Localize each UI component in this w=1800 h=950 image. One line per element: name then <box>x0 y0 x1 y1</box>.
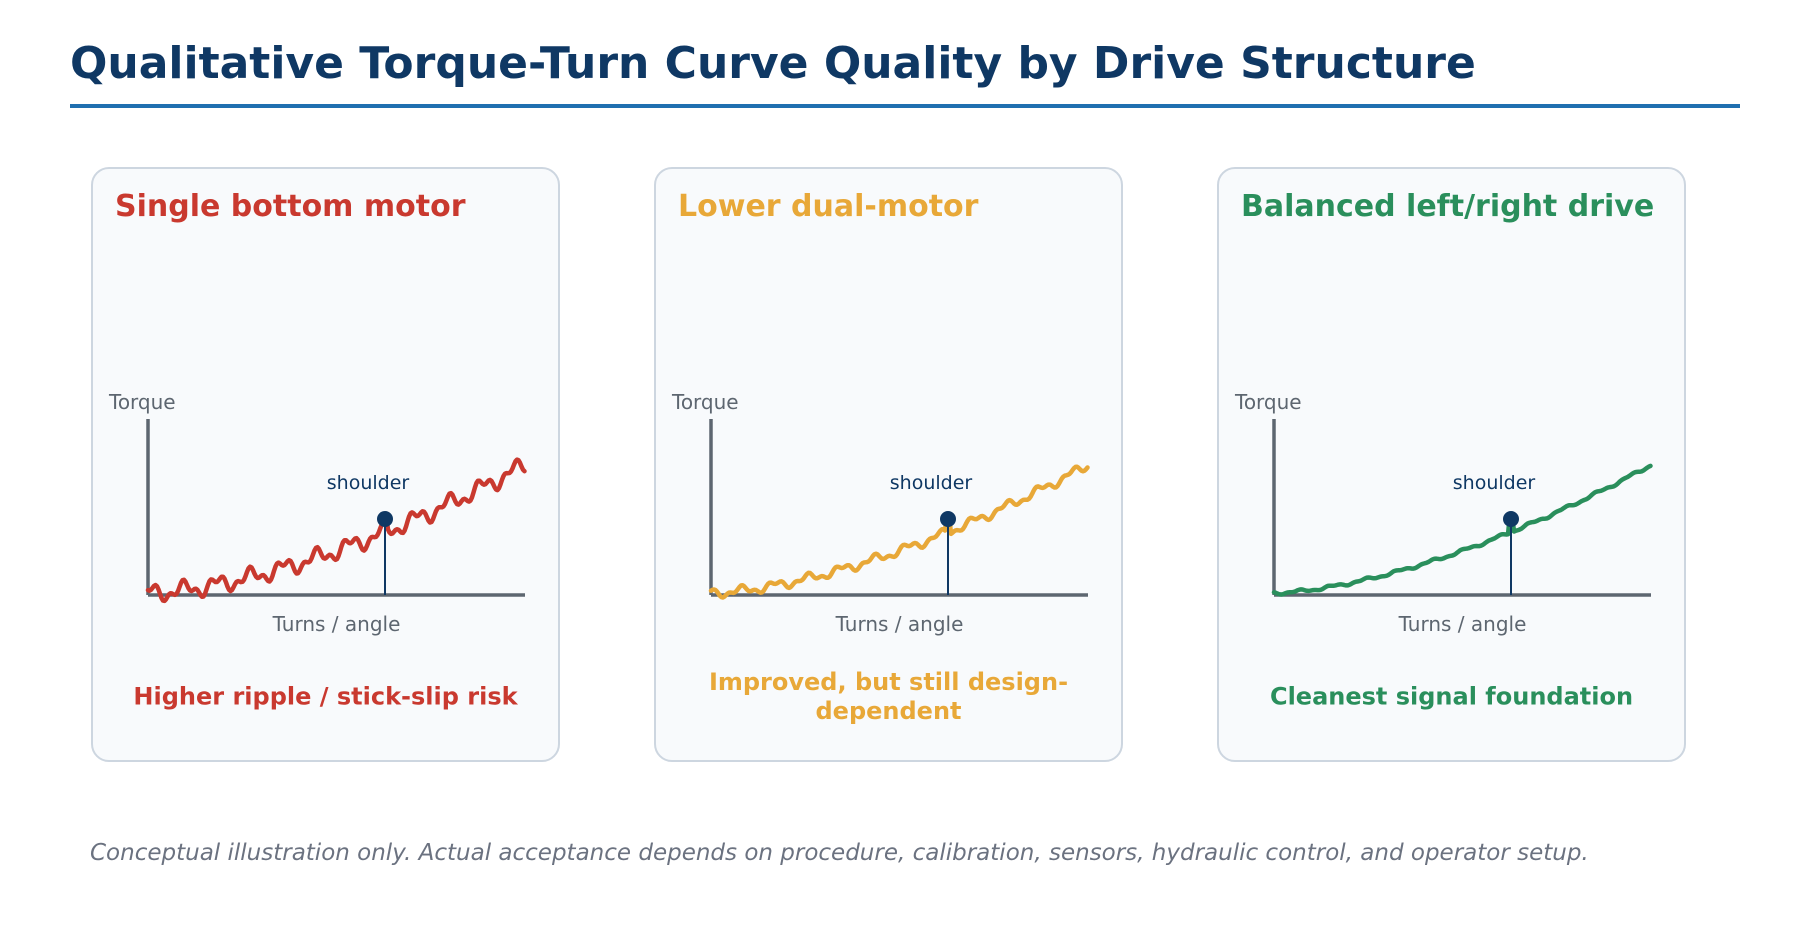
footnote: Conceptual illustration only. Actual acc… <box>90 840 1589 866</box>
torque-turn-plot: Torque Turns / angle shoulder <box>1234 390 1653 636</box>
panel-caption: Improved, but still design-dependent <box>708 668 1069 725</box>
shoulder-point <box>377 511 393 527</box>
torque-turn-plot: Torque Turns / angle shoulder <box>671 390 1090 636</box>
shoulder-point <box>1503 511 1519 527</box>
panel-caption: Cleanest signal foundation <box>1269 682 1634 711</box>
torque-curve <box>145 457 527 604</box>
torque-curve <box>1271 463 1653 597</box>
panel-balanced-drive: Balanced left/right drive Torque Turns / … <box>1217 167 1686 762</box>
page-title: Qualitative Torque-Turn Curve Quality by… <box>70 38 1476 89</box>
y-axis-label: Torque <box>108 390 176 414</box>
title-divider <box>70 104 1740 108</box>
panel-heading: Single bottom motor <box>115 189 466 224</box>
shoulder-label: shoulder <box>890 472 973 494</box>
panel-heading: Balanced left/right drive <box>1241 189 1655 224</box>
x-axis-label: Turns / angle <box>835 612 964 636</box>
shoulder-label: shoulder <box>1453 472 1536 494</box>
y-axis-label: Torque <box>671 390 739 414</box>
shoulder-label: shoulder <box>327 472 410 494</box>
x-axis-label: Turns / angle <box>272 612 401 636</box>
panel-lower-dual-motor: Lower dual-motor Torque Turns / angle shou… <box>654 167 1123 762</box>
x-axis-label: Turns / angle <box>1398 612 1527 636</box>
panel-caption: Higher ripple / stick-slip risk <box>133 682 518 711</box>
torque-curve <box>708 464 1090 600</box>
panel-single-bottom-motor: Single bottom motor Torque Turns / angle s… <box>91 167 560 762</box>
shoulder-point <box>940 511 956 527</box>
torque-turn-plot: Torque Turns / angle shoulder <box>108 390 527 636</box>
y-axis-label: Torque <box>1234 390 1302 414</box>
panel-heading: Lower dual-motor <box>678 189 979 224</box>
